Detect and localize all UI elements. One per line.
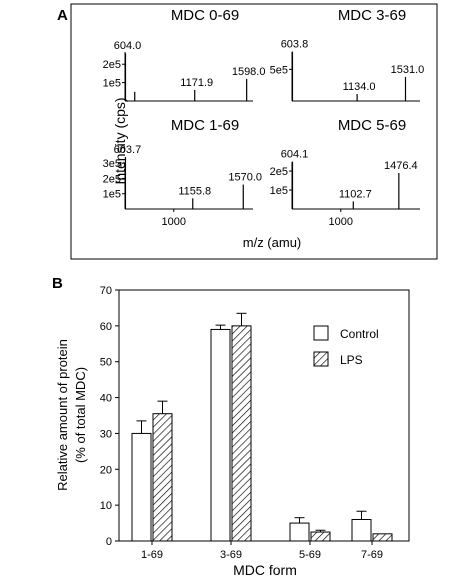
spectra-group: MDC 0-69 2e5 1e5 604.0 1171.9 1598.0 MDC 3-69 5… [103, 7, 425, 228]
spectrum-peak-label: 604.1 [281, 149, 309, 161]
plot-frame [118, 289, 410, 542]
bar-chart: 0 10 20 30 40 50 60 70 Relative amount of protei… [55, 285, 410, 578]
panel-b-label: B [52, 275, 63, 292]
bar-lps [231, 325, 252, 542]
spectrum-peak-label: 603.7 [114, 144, 142, 156]
legend-label-lps: LPS [340, 353, 363, 367]
y-tick-label: 70 [100, 285, 112, 297]
legend-label-control: Control [340, 327, 379, 341]
bar-control [210, 328, 231, 542]
y-tick-label: 50 [100, 357, 112, 369]
y-tick-label: 10 [100, 500, 112, 512]
spectrum-peak-label: 1598.0 [232, 66, 266, 78]
spectrum-x-tick-label: 1000 [162, 216, 186, 228]
bar-lps [310, 531, 331, 542]
bar-control [131, 432, 152, 542]
spectrum-peak-label: 1134.0 [343, 81, 376, 93]
bar-control [351, 518, 372, 542]
spectrum-0: MDC 0-69 2e5 1e5 604.0 1171.9 1598.0 [103, 7, 266, 102]
legend-swatch-lps [313, 351, 329, 367]
spectrum-title: MDC 3-69 [338, 7, 406, 24]
spectrum-y-tick-label: 1e5 [270, 185, 288, 197]
spectrum-x-tick-label: 1000 [329, 216, 353, 228]
spectrum-peak-label: 1102.7 [339, 188, 372, 200]
y-tick-label: 60 [100, 321, 112, 333]
spectrum-peak-label: 1476.4 [384, 160, 418, 172]
legend-swatch-control [313, 325, 329, 341]
spectrum-peak-label: 1155.8 [178, 185, 211, 197]
spectrum-y-tick-label: 5e5 [270, 64, 288, 76]
spectrum-title: MDC 1-69 [171, 117, 239, 134]
x-tick-label: 5-69 [299, 549, 321, 561]
bar-lps [152, 413, 173, 542]
spectrum-y-tick-label: 2e5 [270, 166, 288, 178]
spectrum-y-tick-label: 1e5 [103, 78, 121, 90]
spectrum-y-tick-label: 2e5 [103, 59, 121, 71]
spectrum-peak-label: 1570.0 [228, 172, 262, 184]
spectrum-peak-label: 603.8 [281, 39, 309, 51]
x-tick-label: 7-69 [361, 549, 383, 561]
y-tick-label: 30 [100, 428, 112, 440]
x-axis-label: MDC form [233, 562, 297, 578]
spectrum-1: MDC 3-69 5e5 603.8 1134.0 1531.0 [270, 7, 425, 102]
y-tick-label: 40 [100, 393, 112, 405]
y-tick-label: 0 [106, 536, 112, 548]
panel-a-frame [70, 3, 438, 260]
spectrum-peak-label: 1171.9 [180, 77, 213, 89]
y-tick-label: 20 [100, 464, 112, 476]
spectrum-peak-label: 604.0 [114, 40, 142, 52]
x-tick-label: 3-69 [220, 549, 242, 561]
spectrum-2: MDC 1-69 3e5 2e5 1e5 1000 603.7 1155.8 1570.0 [103, 117, 262, 228]
spectrum-peak-label: 1531.0 [391, 64, 425, 76]
spectrum-3: MDC 5-69 2e5 1e5 1000 604.1 1102.7 1476.4 [270, 117, 420, 228]
spectrum-y-tick-label: 1e5 [103, 189, 121, 201]
bar-control [289, 522, 310, 542]
bar-lps [372, 533, 393, 542]
x-tick-label: 1-69 [141, 549, 163, 561]
spectrum-y-tick-label: 2e5 [103, 173, 121, 185]
y-axis-label: Relative amount of protein [55, 339, 70, 491]
spectrum-title: MDC 5-69 [338, 117, 406, 134]
y-axis-label-unit: (% of total MDC) [73, 367, 88, 463]
panel-a-label: A [57, 7, 68, 24]
spectrum-title: MDC 0-69 [171, 7, 239, 24]
spectrum-y-tick-label: 3e5 [103, 158, 121, 170]
legend: Control LPS [313, 325, 379, 367]
panel-a-xlabel: m/z (amu) [243, 235, 302, 250]
